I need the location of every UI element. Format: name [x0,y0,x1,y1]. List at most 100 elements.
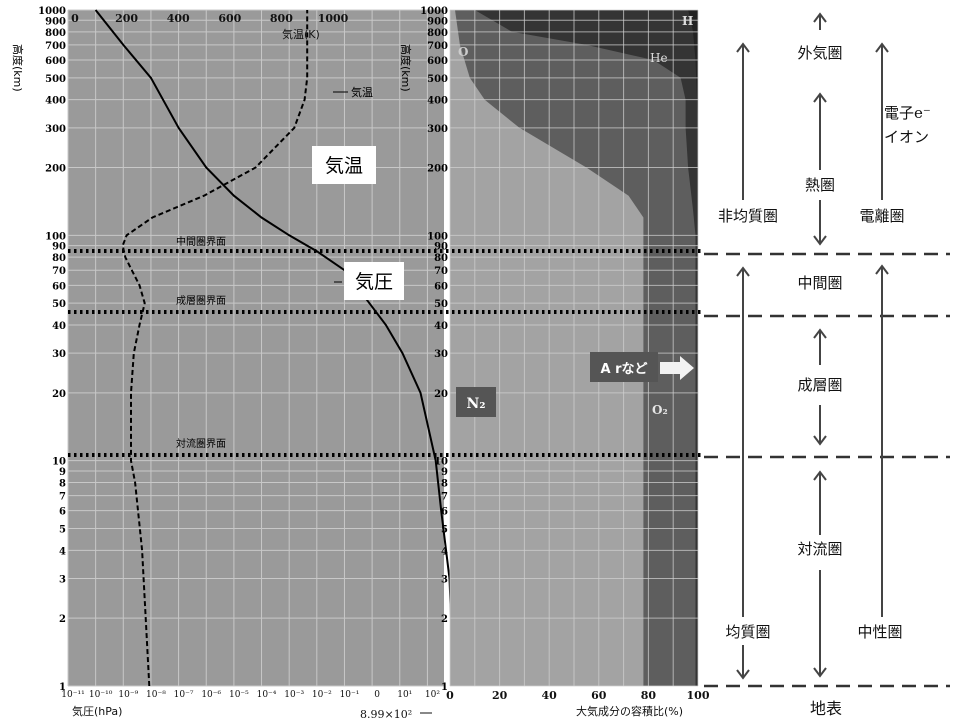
composition-tick-label: 40 [542,689,558,702]
argon-label-box [590,352,658,382]
left-y-tick-label: 100 [45,231,66,242]
homosphere-up-arrow [736,266,750,617]
right-y-tick-label: 20 [434,389,448,400]
mesopause-label: 中間圏界面 [176,235,226,248]
pressure-tick-label: 10⁻³ [284,690,304,700]
pressure-curve [94,9,455,687]
left-y-tick-label: 8 [59,479,66,490]
pressure-label-box [344,262,404,300]
left-grid [67,9,444,687]
right-y-tick-label: 90 [434,242,448,253]
composition-tick-label: 80 [641,689,657,702]
troposphere-up-arrow [813,470,827,535]
right-y-tick-label: 9 [441,467,448,478]
hydrogen-label: H [682,14,693,28]
pressure-tick-label: 10¹ [397,690,412,700]
left-y-tick-label: 600 [45,56,66,67]
right-y-tick-label: 50 [434,299,448,310]
left-plot-background [68,10,444,686]
composition-axis-label: 大気成分の容積比(%) [576,704,683,718]
left-y-tick-label: 5 [59,524,66,535]
right-y-tick-label: 80 [434,253,448,264]
pressure-tick-label: 10⁻¹ [340,690,360,700]
stratosphere-label: 成層圏 [797,376,842,394]
left-y-tick-label: 900 [45,16,66,27]
temperature-label: 気温 [325,155,363,177]
temperature-tick-label: 600 [218,12,241,25]
troposphere-down-arrow [813,570,827,678]
left-y-tick-label: 6 [59,507,66,518]
right-y-tick-label: 700 [427,41,448,52]
exosphere-up-arrow [813,12,827,30]
right-y-tick-label: 600 [427,56,448,67]
right-y-tick-label: 200 [427,164,448,175]
o2-label: O₂ [652,403,668,417]
exosphere-label: 外気圏 [797,44,842,62]
temperature-pressure-chart: 1234567891020304050607080901002003004005… [11,6,455,721]
temperature-tick-label: 0 [71,12,79,25]
composition-tick-label: 20 [492,689,508,702]
right-y-tick-label: 1000 [420,6,448,17]
n2-label-box [456,387,496,417]
ground-label: 地表 [810,699,842,718]
left-y-tick-label: 200 [45,164,66,175]
composition-x-ticks: 0 20 40 60 80 100 [446,689,710,702]
left-y-tick-label: 9 [59,467,66,478]
temperature-leader-label: 気温 [351,85,373,99]
ionosphere-label: 電離圏 [859,207,904,225]
pressure-surface-value: 8.99×10² [360,708,412,721]
left-ylabel: 高度(km) [11,44,25,92]
ion-label: イオン [884,128,929,146]
thermosphere-down-arrow [813,200,827,246]
pressure-tick-label: 10⁻⁵ [229,690,249,700]
left-y-tick-label: 7 [59,492,66,503]
left-y-tick-label: 800 [45,28,66,39]
neutrosphere-label: 中性圏 [857,623,902,641]
right-y-tick-label: 300 [427,124,448,135]
left-y-tick-label: 300 [45,124,66,135]
right-y-tick-label: 100 [427,231,448,242]
helium-label: He [650,51,668,65]
troposphere-label: 対流圏 [797,540,842,558]
stratopause-label: 成層圏界面 [176,295,226,307]
right-y-tick-label: 30 [434,349,448,360]
left-y-tick-label: 4 [59,546,66,557]
left-y-tick-label: 50 [52,299,66,310]
pressure-tick-label: 10⁻² [312,690,332,700]
temperature-tick-label: 200 [115,12,138,25]
temperature-axis-label: 気温(K) [282,27,320,41]
stratosphere-up-arrow [813,328,827,365]
composition-tick-label: 0 [446,689,454,702]
pressure-tick-label: 10⁻⁶ [201,690,221,700]
temperature-curve [121,10,309,687]
left-y-tick-label: 1000 [38,6,66,17]
ionosphere-up-arrow [875,42,889,200]
pressure-tick-label: 10² [425,690,440,700]
right-y-tick-label: 60 [434,281,448,292]
composition-tick-label: 60 [591,689,607,702]
temperature-label-box [312,146,376,184]
pressure-tick-label: 10⁻⁷ [174,690,194,700]
n2-label: N₂ [467,396,486,412]
homosphere-down-arrow [736,645,750,680]
pressure-tick-label: 10⁻¹⁰ [89,690,113,700]
right-y-tick-label: 800 [427,28,448,39]
pressure-tick-label: 10⁻¹¹ [61,690,84,700]
homosphere-label: 均質圏 [725,623,770,641]
left-y-tick-label: 500 [45,74,66,85]
tropopause-label: 対流圏界面 [176,437,226,450]
left-y-tick-label: 70 [52,266,66,277]
left-y-tick-label: 40 [52,321,66,332]
heterosphere-label: 非均質圏 [718,207,778,225]
right-y-tick-label: 1 [441,682,448,693]
composition-chart: 1234567891020304050607080901002003004005… [399,6,710,718]
layer-arrows [736,12,889,680]
thermosphere-label: 熱圏 [805,176,835,194]
atmosphere-layer-labels: 外気圏 熱圏 中間圏 成層圏 対流圏 非均質圏 均質圏 電子e⁻ イオン 電離圏… [718,44,931,718]
composition-tick-label: 100 [687,689,710,702]
temperature-tick-label: 400 [167,12,190,25]
left-y-tick-label: 20 [52,389,66,400]
pressure-tick-label: 0 [374,690,380,700]
left-y-tick-label: 10 [52,457,66,468]
